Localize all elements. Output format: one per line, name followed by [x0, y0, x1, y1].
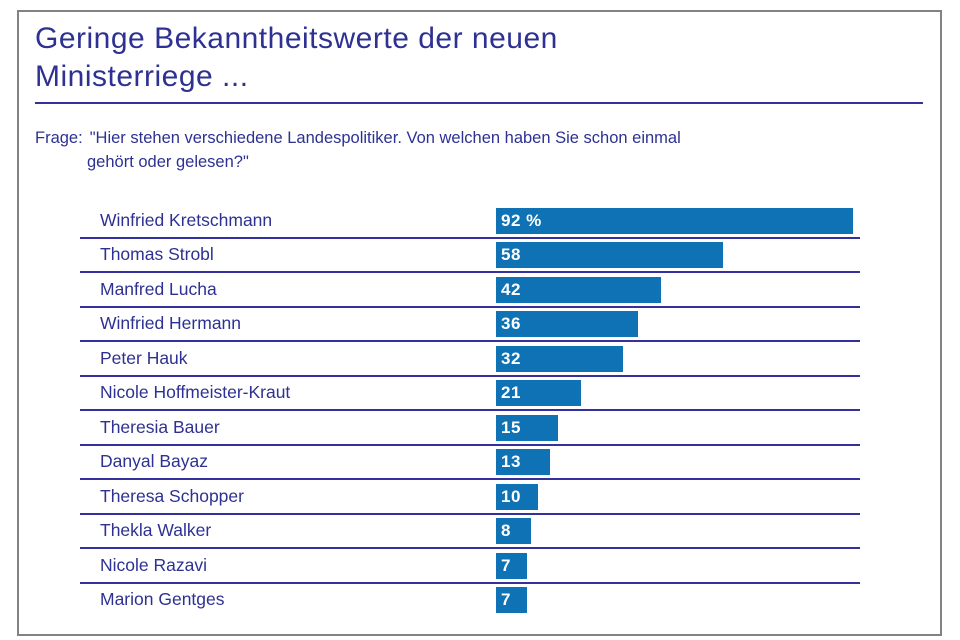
value-bar: 92 %: [496, 207, 854, 234]
politician-name-label: Theresia Bauer: [100, 416, 220, 437]
value-bar: 13: [496, 449, 550, 475]
chart-row: Thekla Walker 8: [80, 515, 860, 549]
politician-name-label: Thomas Strobl: [100, 244, 214, 264]
value-bar: 58: [496, 242, 723, 268]
chart-row: Danyal Bayaz 13: [80, 446, 860, 480]
value-bar: 21: [496, 380, 581, 406]
chart-row: Nicole Razavi 7: [80, 549, 860, 584]
value-bar: 36: [496, 311, 639, 337]
value-bar: 42: [496, 276, 662, 303]
page-title: Geringe Bekanntheitswerte der neuen Mini…: [35, 20, 915, 96]
bar-value-label: 92 %: [501, 210, 542, 230]
bar-value-label: 32: [501, 348, 521, 368]
bar-value-label: 10: [501, 486, 521, 506]
chart-row: Thomas Strobl 58: [80, 239, 860, 273]
value-bar: 8: [496, 518, 531, 544]
page-title-line2: Ministerriege ...: [35, 60, 249, 93]
bar-value-label: 21: [501, 383, 521, 402]
value-bar: 10: [496, 483, 539, 510]
politician-name-label: Thekla Walker: [100, 520, 212, 540]
bar-value-label: 42: [501, 279, 521, 299]
politician-name-label: Danyal Bayaz: [100, 451, 208, 471]
page-title-line1: Geringe Bekanntheitswerte der neuen: [35, 22, 558, 55]
chart-row: Marion Gentges 7: [80, 584, 860, 619]
survey-question: Frage: "Hier stehen verschiedene Landespo…: [35, 126, 895, 174]
chart-row: Theresa Schopper 10: [80, 480, 860, 515]
chart-row: Theresia Bauer 15: [80, 411, 860, 446]
chart-row: Manfred Lucha 42: [80, 273, 860, 308]
politician-name-label: Winfried Kretschmann: [100, 209, 273, 230]
question-line2: gehört oder gelesen?": [87, 153, 249, 171]
bar-value-label: 13: [501, 452, 521, 471]
bar-chart: Winfried Kretschmann 92 % Thomas Strobl …: [80, 204, 860, 618]
politician-name-label: Manfred Lucha: [100, 278, 217, 299]
question-line1: "Hier stehen verschiedene Landespolitike…: [89, 129, 681, 147]
value-bar: 7: [496, 552, 527, 579]
politician-name-label: Nicole Hoffmeister-Kraut: [100, 382, 291, 402]
value-bar: 15: [496, 414, 558, 441]
bar-value-label: 8: [501, 521, 511, 540]
page-frame: [17, 10, 942, 636]
politician-name-label: Marion Gentges: [100, 589, 225, 609]
bar-value-label: 15: [501, 417, 521, 437]
politician-name-label: Peter Hauk: [100, 347, 188, 368]
politician-name-label: Nicole Razavi: [100, 554, 207, 575]
bar-value-label: 7: [501, 555, 511, 575]
title-divider-line: [35, 102, 923, 104]
politician-name-label: Theresa Schopper: [100, 485, 244, 506]
chart-row: Winfried Kretschmann 92 %: [80, 204, 860, 239]
value-bar: 32: [496, 345, 623, 372]
chart-row: Peter Hauk 32: [80, 342, 860, 377]
question-prefix: Frage:: [35, 129, 83, 147]
bar-value-label: 36: [501, 314, 521, 333]
value-bar: 7: [496, 587, 527, 613]
politician-name-label: Winfried Hermann: [100, 313, 242, 333]
bar-value-label: 7: [501, 590, 511, 609]
chart-row: Winfried Hermann 36: [80, 308, 860, 342]
chart-row: Nicole Hoffmeister-Kraut 21: [80, 377, 860, 411]
bar-value-label: 58: [501, 245, 521, 264]
